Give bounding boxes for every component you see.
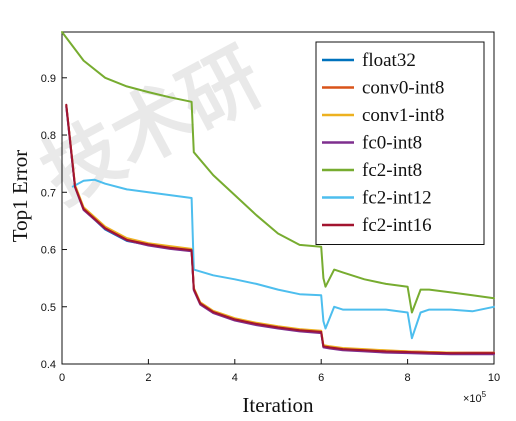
series-line-fc2-int16: [65, 103, 495, 355]
x-tick-label: 2: [145, 372, 151, 384]
legend-label-fc2-int12: fc2-int12: [362, 188, 432, 209]
legend-label-fc0-int8: fc0-int8: [362, 133, 422, 154]
legend-label-float32: float32: [362, 50, 416, 71]
axes-layer: 0 2 4 6 8 10 0.4 0.5 0.6 0.7 0.8 0.9: [41, 73, 500, 384]
plot-area: [61, 31, 495, 365]
x-tick-label: 10: [488, 372, 500, 384]
series-layer: [61, 31, 495, 356]
x-axis-title: Iteration: [242, 393, 314, 417]
legend: float32 conv0-int8 conv1-int8 fc0-int8 fc2-i…: [315, 41, 485, 245]
series-line-fc2-int12: [71, 178, 495, 340]
x-tick-label: 6: [318, 372, 324, 384]
y-tick-label: 0.9: [41, 73, 56, 85]
y-axis-title: Top1 Error: [8, 150, 32, 242]
y-tick-label: 0.7: [41, 187, 56, 199]
legend-label-fc2-int16: fc2-int16: [362, 215, 432, 236]
x-tick-label: 8: [405, 372, 411, 384]
y-tick-label: 0.8: [41, 130, 56, 142]
series-line-fc2-int8: [61, 31, 495, 314]
x-tick-label: 0: [59, 372, 65, 384]
x-axis-multiplier-base: ×10: [463, 393, 482, 405]
x-axis-multiplier: ×105: [463, 390, 487, 405]
x-tick-label: 4: [232, 372, 238, 384]
y-tick-label: 0.4: [41, 359, 56, 371]
legend-label-fc2-int8: fc2-int8: [362, 160, 422, 181]
y-tick-label: 0.5: [41, 302, 56, 314]
x-axis-multiplier-power: 5: [482, 390, 487, 399]
legend-label-conv1-int8: conv1-int8: [362, 105, 444, 126]
legend-label-conv0-int8: conv0-int8: [362, 78, 444, 99]
y-tick-label: 0.6: [41, 245, 56, 257]
